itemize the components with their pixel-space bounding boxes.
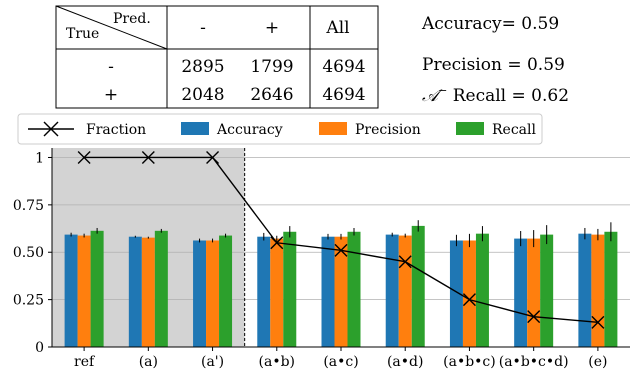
confusion-table: True Pred. - + All - 2895 1799 4694 + 20… — [55, 5, 379, 109]
bar-accuracy — [193, 240, 207, 347]
fraction-point — [206, 150, 220, 164]
table-cell-fn: 2048 — [181, 85, 224, 105]
bar-accuracy — [514, 238, 528, 347]
y-tick-label: 1 — [35, 150, 44, 166]
bar-precision — [206, 240, 220, 347]
bar-recall — [604, 231, 618, 347]
bar-accuracy — [257, 236, 271, 347]
table-row-neg-label: - — [108, 57, 114, 77]
table-cell-neg-all: 4694 — [322, 57, 365, 77]
y-tick-label: 0.25 — [13, 293, 44, 309]
x-tick-label: (a) — [139, 354, 158, 370]
x-tick-label: (a•b) — [259, 354, 296, 370]
recall-text: Recall = 0.62 — [447, 86, 569, 106]
bar-recall — [475, 233, 489, 347]
fraction-point — [270, 236, 284, 250]
table-cell-tn: 2895 — [181, 57, 224, 77]
table-corner-pred: Pred. — [113, 11, 151, 27]
bar-recall — [540, 234, 554, 347]
table-header-pos: + — [265, 18, 279, 38]
fraction-point — [141, 150, 155, 164]
legend-swatch-recall — [456, 122, 484, 135]
fraction-point — [398, 255, 412, 269]
table-row-pos-label: + — [104, 85, 118, 105]
bar-precision — [77, 235, 91, 347]
bar-recall — [411, 225, 425, 347]
table-corner-true: True — [66, 26, 99, 42]
bar-recall — [347, 231, 361, 347]
x-tick-label: (e) — [588, 354, 607, 370]
legend-label-precision: Precision — [355, 122, 421, 138]
bar-recall — [219, 235, 233, 347]
metric-recall: 𝒜− Recall = 0.62 — [422, 84, 569, 106]
x-tick-label: (a•b•c) — [443, 354, 496, 370]
bar-accuracy — [64, 234, 78, 347]
fraction-point — [462, 293, 476, 307]
legend-label-fraction: Fraction — [86, 122, 146, 138]
bar-precision — [462, 240, 476, 347]
bar-precision — [527, 238, 541, 347]
fraction-point — [77, 150, 91, 164]
legend-swatch-precision — [319, 122, 347, 135]
bar-accuracy — [128, 236, 142, 347]
bar-recall — [90, 230, 104, 347]
table-header-neg: - — [200, 18, 206, 38]
bar-precision — [591, 234, 605, 347]
legend-label-accuracy: Accuracy — [216, 122, 283, 138]
legend-swatch-accuracy — [181, 122, 209, 135]
y-tick-label: 0.75 — [13, 198, 44, 214]
bar-recall — [283, 231, 297, 347]
table-cell-tp: 2646 — [250, 85, 293, 105]
metric-precision: Precision = 0.59 — [422, 55, 565, 75]
y-tick-label: 0 — [35, 340, 44, 356]
x-tick-label: (a•c) — [323, 354, 358, 370]
y-tick-label: 0.50 — [13, 245, 44, 261]
x-tick-label: (a•b•c•d) — [499, 354, 569, 370]
bar-accuracy — [449, 240, 463, 347]
table-cell-pos-all: 4694 — [322, 85, 365, 105]
x-tick-label: (a') — [201, 354, 224, 370]
bar-precision — [398, 235, 412, 347]
recall-symbol: 𝒜 — [422, 86, 443, 106]
fraction-point — [591, 315, 605, 329]
plot-area: 0 0.25 0.50 0.75 1 ref (a) (a') (a•b) (a•c) (a•d) (… — [13, 148, 630, 370]
bar-precision — [141, 237, 155, 347]
bar-accuracy — [578, 233, 592, 347]
bar-accuracy — [385, 234, 399, 347]
bar-precision — [334, 236, 348, 347]
x-tick-label: (a•d) — [387, 354, 424, 370]
x-tick-label: ref — [74, 354, 96, 370]
legend: Fraction Accuracy Precision Recall — [17, 113, 543, 145]
legend-fraction-marker — [28, 121, 74, 137]
recall-superscript: − — [438, 84, 447, 97]
bar-recall — [154, 230, 168, 347]
legend-label-recall: Recall — [492, 122, 536, 138]
metrics: Accuracy= 0.59 Precision = 0.59 𝒜− Recal… — [421, 14, 569, 106]
table-cell-fp: 1799 — [250, 57, 293, 77]
metric-accuracy: Accuracy= 0.59 — [421, 14, 559, 34]
bar-accuracy — [321, 236, 335, 347]
fraction-point — [334, 243, 348, 257]
table-header-all: All — [325, 18, 349, 38]
fraction-point — [527, 310, 541, 324]
bar-precision — [270, 238, 284, 347]
